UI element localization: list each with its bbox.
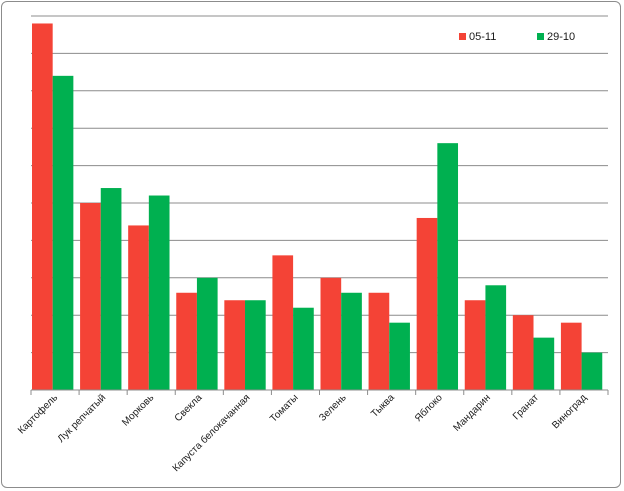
legend-swatch-series-2 (537, 33, 544, 40)
bar-series-2 (293, 307, 314, 390)
x-tick-label: Свекла (173, 392, 205, 424)
bar-series-2 (485, 285, 507, 390)
bar-series-1 (464, 300, 486, 390)
legend: 05-11 29-10 (459, 31, 575, 43)
x-tick-label: Морковь (120, 392, 156, 428)
bar-series-1 (512, 315, 534, 390)
gridlines (31, 15, 608, 354)
bar-series-1 (80, 203, 101, 390)
x-tick-label: Зелень (317, 392, 348, 423)
bar-series-1 (32, 23, 53, 390)
x-tick-label: Виноград (550, 392, 589, 431)
bars (32, 23, 603, 390)
bar-series-1 (128, 225, 149, 390)
bar-series-1 (224, 300, 246, 390)
bar-series-2 (341, 292, 362, 390)
legend-label-series-2: 29-10 (547, 31, 575, 43)
x-tick-label: Томаты (268, 392, 300, 424)
bar-series-2 (100, 188, 122, 390)
legend-swatch-series-1 (459, 33, 466, 40)
x-tick-label: Яблоко (412, 391, 445, 424)
bar-series-2 (52, 75, 74, 390)
bar-series-1 (368, 292, 390, 390)
bar-series-2 (389, 322, 410, 390)
x-tick-label: Лук репчатый (56, 392, 109, 445)
bar-series-2 (148, 195, 170, 390)
x-tick-label: Капуста белокачанная (170, 392, 252, 474)
bar-series-2 (196, 277, 218, 390)
x-tick-label: Картофель (15, 392, 60, 437)
bar-series-2 (533, 337, 555, 390)
x-tick-label: Тыква (369, 392, 397, 420)
bar-series-1 (176, 292, 197, 390)
bar-series-2 (581, 352, 603, 390)
bar-series-2 (437, 143, 459, 390)
x-tick-label: Гранат (511, 392, 541, 422)
legend-label-series-1: 05-11 (469, 31, 496, 43)
bar-series-1 (416, 217, 438, 390)
bar-series-1 (272, 255, 294, 390)
x-axis-ticks (30, 390, 609, 395)
bar-series-1 (560, 322, 582, 390)
bar-series-1 (320, 277, 342, 390)
bar-series-2 (245, 300, 266, 390)
x-tick-label: Мандарин (451, 392, 492, 433)
